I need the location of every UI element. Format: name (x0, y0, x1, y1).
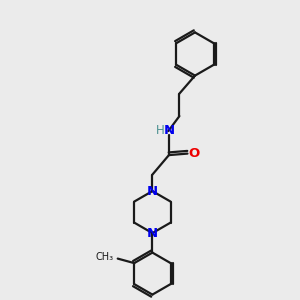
Text: N: N (163, 124, 175, 137)
Text: CH₃: CH₃ (96, 252, 114, 262)
Text: N: N (147, 184, 158, 198)
Text: H: H (156, 124, 165, 137)
Text: O: O (189, 147, 200, 160)
Text: N: N (147, 226, 158, 240)
